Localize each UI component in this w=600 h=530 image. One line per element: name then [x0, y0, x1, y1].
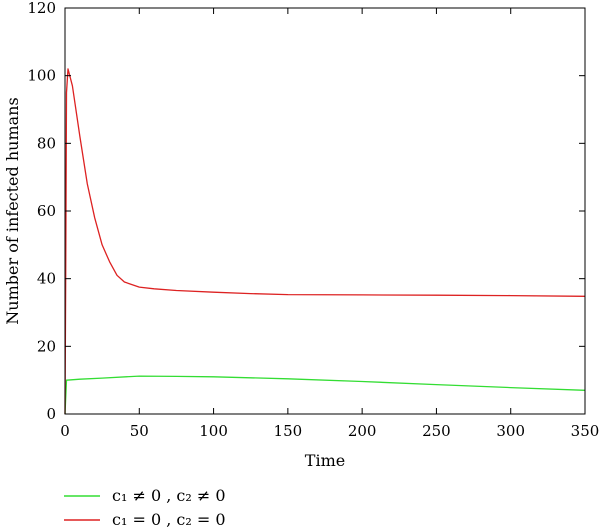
y-tick-label: 60 — [37, 202, 56, 220]
y-tick-label: 0 — [46, 405, 56, 423]
plot-frame — [64, 7, 586, 415]
legend-label: c₁ ≠ 0 , c₂ ≠ 0 — [112, 486, 226, 505]
x-tick-label: 100 — [199, 422, 228, 440]
y-tick-label: 120 — [27, 0, 56, 17]
y-axis-label: Number of infected humans — [3, 97, 22, 324]
y-tick-label: 80 — [37, 134, 56, 152]
legend-label: c₁ = 0 , c₂ = 0 — [112, 510, 226, 529]
y-tick-label: 20 — [37, 337, 56, 355]
x-tick-label: 250 — [422, 422, 451, 440]
x-tick-label: 200 — [348, 422, 377, 440]
x-tick-label: 300 — [496, 422, 525, 440]
y-tick-label: 40 — [37, 270, 56, 288]
legend: c₁ ≠ 0 , c₂ ≠ 0 c₁ = 0 , c₂ = 0 — [64, 486, 226, 529]
x-axis-label: Time — [305, 451, 345, 470]
y-tick-label: 100 — [27, 67, 56, 85]
series-layer — [64, 68, 586, 415]
x-tick-label: 150 — [274, 422, 303, 440]
series-line-2 — [64, 68, 586, 415]
x-tick-label: 0 — [60, 422, 70, 440]
ticks-layer: 0 50 100 150 200 250 300 350 0 20 40 60 80 100 120 — [27, 0, 599, 440]
x-tick-label: 50 — [130, 422, 149, 440]
x-tick-label: 350 — [571, 422, 600, 440]
series-line-1 — [64, 375, 586, 415]
